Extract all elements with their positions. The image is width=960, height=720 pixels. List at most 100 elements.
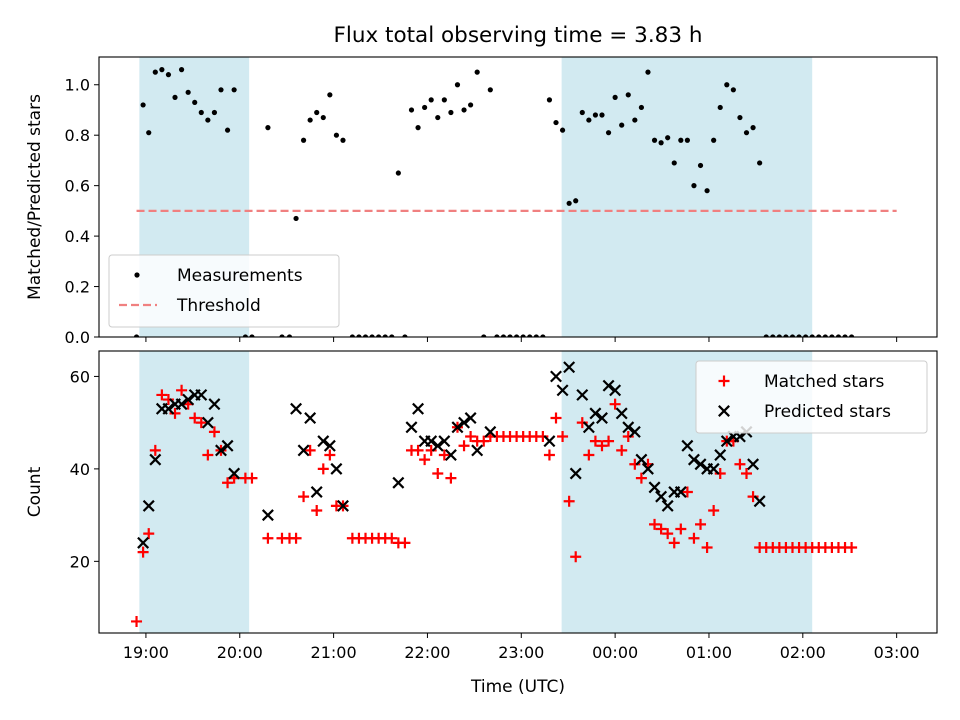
data-point	[681, 439, 694, 452]
data-point	[649, 518, 661, 530]
data-point	[165, 72, 172, 78]
y-tick-label: 60	[70, 367, 90, 386]
data-point	[304, 412, 317, 425]
data-point	[632, 117, 638, 123]
data-point	[789, 334, 796, 337]
data-point	[662, 528, 674, 540]
data-point	[730, 87, 736, 93]
data-point	[392, 476, 405, 489]
data-point	[133, 334, 140, 337]
data-point	[182, 393, 195, 406]
data-point	[293, 215, 299, 222]
data-point	[569, 467, 582, 480]
data-point	[724, 82, 730, 88]
y-tick-label: 40	[70, 460, 90, 479]
data-point	[576, 417, 588, 429]
data-point	[408, 107, 415, 113]
data-point	[651, 137, 658, 143]
data-point	[520, 334, 526, 337]
data-point	[714, 449, 727, 461]
x-tick-label: 19:00	[123, 643, 169, 662]
data-point	[776, 334, 782, 337]
data-point	[809, 334, 815, 337]
data-point	[369, 334, 375, 337]
data-point	[228, 467, 241, 480]
data-point	[376, 334, 382, 337]
ratio-panel: 0.0 0.2 0.4 0.6 0.8 1.0 Matched/Predicted star…	[25, 56, 938, 347]
y-tick-label: 0.0	[65, 328, 90, 347]
data-point	[137, 536, 150, 549]
legend-swatch-plus	[718, 375, 730, 387]
data-point	[648, 481, 661, 494]
data-point	[720, 435, 733, 448]
y-axis-label: Count	[25, 466, 45, 517]
data-point	[675, 523, 687, 535]
data-point	[156, 389, 168, 401]
data-point	[757, 160, 763, 166]
data-point	[487, 87, 493, 93]
data-point	[246, 472, 258, 484]
x-tick-label: 01:00	[686, 643, 732, 662]
legend-box	[108, 254, 340, 328]
data-point	[563, 361, 576, 374]
data-point	[432, 468, 444, 480]
data-point	[550, 412, 562, 424]
x-tick-label: 20:00	[217, 643, 263, 662]
data-point	[842, 334, 848, 337]
data-point	[822, 334, 828, 337]
plot-area	[133, 67, 897, 337]
data-point	[589, 407, 602, 420]
data-point	[717, 104, 723, 111]
data-point	[605, 130, 612, 136]
data-point	[622, 431, 634, 443]
data-point	[349, 334, 355, 337]
data-point	[314, 109, 320, 116]
data-point	[668, 537, 680, 549]
data-point	[707, 462, 720, 475]
data-point	[320, 114, 326, 121]
data-point	[211, 109, 218, 116]
data-point	[445, 472, 457, 484]
data-point	[412, 402, 425, 415]
data-point	[215, 444, 227, 457]
data-point	[557, 431, 569, 443]
data-point	[208, 426, 220, 438]
data-point	[242, 334, 248, 337]
data-point	[415, 125, 421, 131]
legend-label: Measurements	[177, 266, 303, 286]
data-point	[846, 541, 858, 553]
data-point	[714, 468, 726, 480]
axes-frame	[98, 56, 938, 338]
data-point	[556, 384, 569, 397]
data-point	[317, 435, 330, 448]
data-point	[261, 509, 274, 522]
data-point	[688, 532, 700, 544]
data-point	[553, 119, 559, 126]
data-point	[559, 127, 566, 133]
data-point	[701, 541, 713, 553]
data-point	[464, 412, 477, 425]
data-point	[478, 435, 490, 447]
data-point	[737, 114, 743, 121]
legend-box	[695, 360, 928, 434]
data-point	[438, 449, 450, 461]
count-panel: 19:00 20:00 21:00 22:00 23:00 00:00 01:00 02:00…	[25, 350, 938, 662]
data-point	[195, 388, 208, 401]
data-point	[671, 160, 677, 166]
data-point	[570, 551, 582, 563]
data-point	[695, 518, 707, 530]
data-point	[711, 137, 717, 143]
data-point	[317, 463, 329, 475]
data-point	[172, 94, 178, 100]
data-point	[550, 370, 562, 383]
data-point	[419, 454, 431, 466]
data-point	[176, 384, 188, 396]
data-point	[708, 504, 720, 516]
series-dot	[133, 67, 855, 337]
data-point	[849, 334, 855, 337]
axes-frame	[98, 350, 938, 634]
data-point	[573, 198, 579, 204]
data-point	[389, 334, 395, 337]
data-point	[142, 499, 155, 512]
